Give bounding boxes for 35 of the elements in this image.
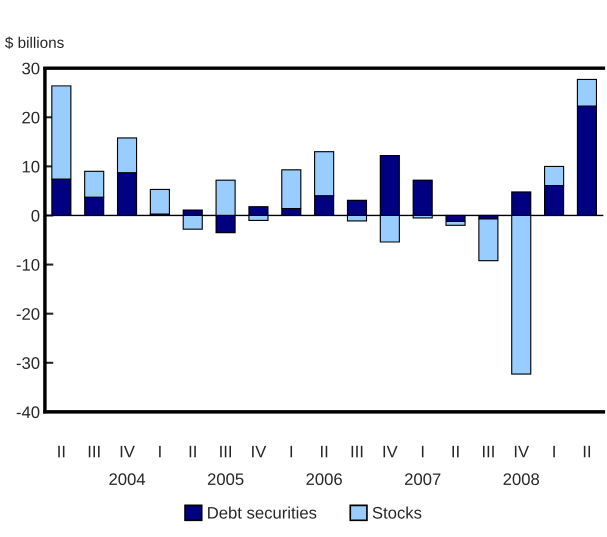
x-tick-label: III <box>220 446 231 458</box>
y-tick-label: 30 <box>22 62 40 74</box>
x-tick-label: I <box>159 446 161 458</box>
y-tick-label: -40 <box>16 406 40 418</box>
text: 2007 <box>404 473 440 486</box>
text: 2006 <box>306 473 342 486</box>
y-tick-label: 20 <box>22 112 40 124</box>
x-tick-label: IV <box>120 446 135 458</box>
x-tick-label: II <box>58 446 64 458</box>
x-tick-label: III <box>352 446 362 458</box>
x-tick-label: II <box>321 446 328 458</box>
y-tick-label: -20 <box>16 308 40 320</box>
y-tick-label: 10 <box>22 160 40 173</box>
x-tick-label: III <box>88 446 100 458</box>
x-tick-label: I <box>422 446 424 458</box>
x-tick-label: III <box>482 446 494 458</box>
y-axis-title: $ billions <box>5 36 64 49</box>
bar <box>150 188 170 215</box>
y-tick-label: -30 <box>16 357 40 369</box>
text: 2005 <box>208 473 244 486</box>
legend-label: Debt securities <box>208 506 316 519</box>
x-tick-label: II <box>190 446 196 458</box>
x-tick-label: IV <box>252 446 266 458</box>
bar <box>478 218 498 262</box>
x-tick-label: II <box>584 446 590 458</box>
text: 2008 <box>504 473 540 486</box>
x-tick-label: IV <box>384 446 398 458</box>
y-tick-label: 0 <box>31 210 40 222</box>
y-tick-label: -10 <box>16 258 40 271</box>
legend-label: Stocks <box>372 506 422 519</box>
x-tick-label: II <box>452 446 459 458</box>
x-tick-label: I <box>290 446 292 458</box>
text: 2004 <box>109 473 146 486</box>
x-tick-label: IV <box>514 446 530 458</box>
x-tick-label: I <box>553 446 555 458</box>
